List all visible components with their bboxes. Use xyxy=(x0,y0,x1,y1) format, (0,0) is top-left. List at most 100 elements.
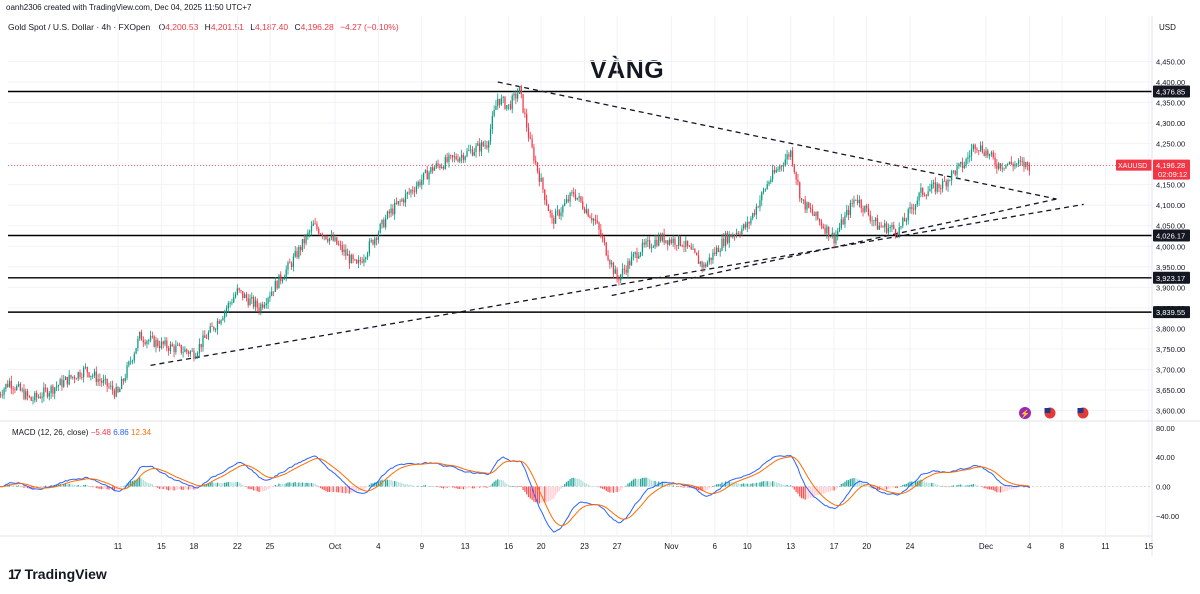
macd-histogram-bar xyxy=(325,486,327,492)
macd-tick-label: 40.00 xyxy=(1156,453,1175,462)
close-label: C xyxy=(294,22,301,32)
macd-histogram-bar xyxy=(319,486,322,489)
candle-body xyxy=(667,240,669,245)
candle-body xyxy=(35,392,38,398)
candle-body xyxy=(1017,160,1020,164)
macd-histogram-bar xyxy=(672,485,674,487)
time-tick-label: 24 xyxy=(906,542,915,551)
macd-histogram-bar xyxy=(961,485,964,487)
symbol-description[interactable]: Gold Spot / U.S. Dollar · 4h · FXOpen xyxy=(8,22,151,32)
lightning-icon[interactable] xyxy=(1019,407,1031,419)
candle-body xyxy=(186,349,188,352)
macd-histogram-bar xyxy=(222,483,224,487)
macd-histogram-bar xyxy=(826,486,828,493)
macd-histogram-bar xyxy=(88,486,90,487)
candle-body xyxy=(824,227,826,234)
candle-body xyxy=(412,190,414,192)
macd-histogram-bar xyxy=(513,486,515,487)
macd-histogram-bar xyxy=(858,479,861,487)
macd-histogram-bar xyxy=(866,484,868,487)
candle-body xyxy=(341,244,343,253)
macd-histogram-bar xyxy=(999,486,1002,493)
time-tick-label: Oct xyxy=(329,542,342,551)
macd-histogram-bar xyxy=(1,486,3,488)
macd-histogram-bar xyxy=(412,485,414,487)
candle-body xyxy=(764,189,767,191)
macd-histogram-bar xyxy=(224,482,226,487)
candle-body xyxy=(641,242,644,253)
candle-body xyxy=(706,262,709,267)
candle-body xyxy=(506,105,508,109)
candle-body xyxy=(931,183,933,190)
macd-histogram-bar xyxy=(45,485,47,487)
event-icons[interactable]: ⚡ xyxy=(1019,406,1090,420)
candle-body xyxy=(799,182,801,199)
candle-body xyxy=(8,381,11,387)
candle-body xyxy=(164,340,166,345)
tradingview-logo-text: TradingView xyxy=(24,566,107,582)
price-axis[interactable]: 3,600.00 3,650.00 3,700.00 3,750.00 3,800.00… xyxy=(1116,57,1190,416)
candle-body xyxy=(594,219,597,221)
macd-histogram-bar xyxy=(316,485,318,487)
macd-legend[interactable]: MACD (12, 26, close) −5.48 6.86 12.34 xyxy=(12,428,151,437)
macd-histogram-bar xyxy=(455,486,457,489)
macd-histogram-bar xyxy=(75,485,78,487)
symbol-legend[interactable]: Gold Spot / U.S. Dollar · 4h · FXOpen O4… xyxy=(8,22,399,32)
candle-body xyxy=(596,220,598,223)
macd-axis[interactable]: 80.00 40.00 0.00 −40.00 xyxy=(1156,424,1179,521)
candle-body xyxy=(323,235,325,237)
candle-body xyxy=(987,150,989,156)
candle-body xyxy=(527,127,530,138)
us-flag-icon-2[interactable] xyxy=(1076,406,1090,420)
candle-body xyxy=(43,387,45,397)
candle-body xyxy=(535,160,537,163)
us-flag-canton xyxy=(1044,408,1051,413)
tradingview-logo[interactable]: 17 TradingView xyxy=(8,566,107,582)
macd-histogram-bar xyxy=(368,484,370,487)
macd-histogram-bar xyxy=(659,482,662,487)
candle-body xyxy=(218,321,220,324)
currency-label[interactable]: USD xyxy=(1159,23,1176,32)
macd-histogram-bar xyxy=(771,481,774,487)
candle-body xyxy=(658,235,660,246)
macd-histogram-bar xyxy=(459,486,461,489)
macd-histogram-bar xyxy=(507,485,510,487)
macd-histogram-bar xyxy=(932,482,935,487)
macd-histogram-bar xyxy=(719,483,721,487)
macd-histogram-bar xyxy=(256,486,258,492)
macd-histogram-bar xyxy=(90,486,92,488)
candle-body xyxy=(408,192,410,194)
us-flag-icon[interactable] xyxy=(1043,406,1057,420)
candle-body xyxy=(708,257,710,263)
candle-body xyxy=(171,344,173,347)
candle-body xyxy=(768,181,770,185)
macd-histogram-bar xyxy=(833,486,835,491)
candle-body xyxy=(345,249,347,256)
candle-body xyxy=(254,300,257,307)
macd-histogram-bar xyxy=(596,486,598,488)
candle-body xyxy=(77,372,79,379)
macd-histogram-bar xyxy=(896,486,899,489)
time-axis[interactable]: 11 15 18 22 25 Oct 4 9 13 16 20 23 27 Nov 6 10 13 17 20 24 D… xyxy=(114,542,1154,551)
macd-histogram-bar xyxy=(576,478,578,487)
macd-histogram-bar xyxy=(99,486,101,489)
candle-body xyxy=(847,209,850,216)
macd-histogram-bar xyxy=(515,486,517,488)
created-by-line: oanh2306 created with TradingView.com, D… xyxy=(6,3,252,12)
macd-histogram-bar xyxy=(35,486,38,489)
macd-histogram-bar xyxy=(663,483,665,487)
macd-histogram-bar xyxy=(759,482,761,487)
candle-body xyxy=(565,199,568,203)
price-tick-label: 4,000.00 xyxy=(1156,242,1185,251)
candle-body xyxy=(999,163,1002,169)
macd-histogram-bar xyxy=(824,486,826,494)
candle-body xyxy=(191,350,193,352)
candle-body xyxy=(413,191,416,193)
candle-body xyxy=(32,400,34,402)
candle-body xyxy=(46,389,49,397)
candle-body xyxy=(415,186,418,192)
candle-body xyxy=(719,250,721,253)
macd-histogram-bar xyxy=(697,486,700,491)
macd-histogram-bar xyxy=(762,481,765,487)
